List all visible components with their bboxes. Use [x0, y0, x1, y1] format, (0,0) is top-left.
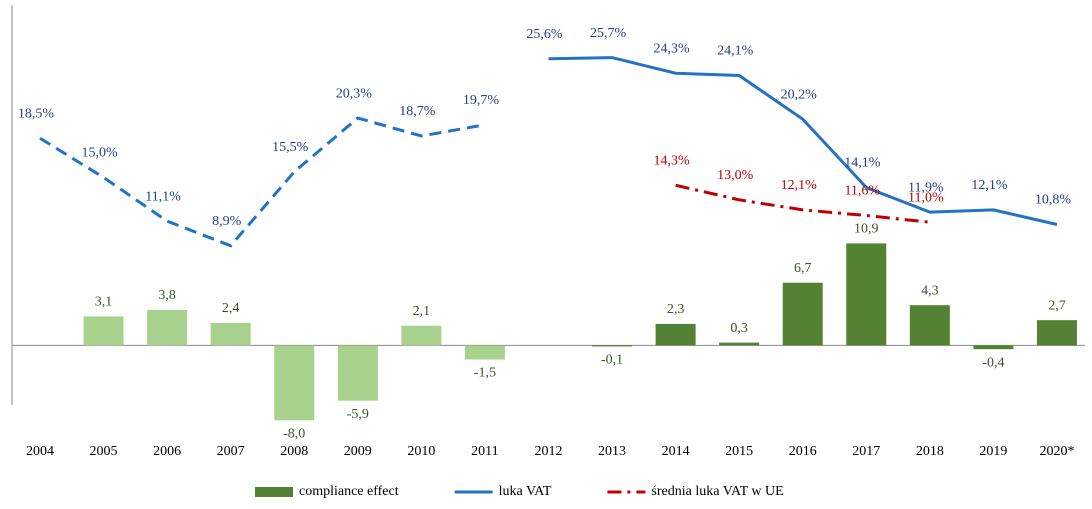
data-label: 11,6% [844, 184, 880, 199]
legend-label: luka VAT [499, 484, 552, 499]
bar [973, 345, 1014, 350]
data-label: 12,1% [971, 178, 1008, 193]
data-label: 15,0% [81, 146, 118, 161]
line [675, 183, 930, 224]
x-tick-label: 2010 [407, 444, 435, 459]
x-tick-label: 2018 [916, 444, 944, 459]
bar [210, 322, 251, 346]
data-label: -8,0 [283, 427, 305, 442]
line [39, 116, 486, 248]
x-tick-label: 2019 [979, 444, 1007, 459]
data-label: 18,7% [399, 104, 436, 119]
bar [719, 342, 760, 346]
bar [592, 345, 633, 347]
x-tick-label: 2012 [534, 444, 562, 459]
data-label: 2,7 [1048, 298, 1066, 313]
x-tick-label: 2008 [280, 444, 308, 459]
x-tick-label: 2007 [217, 444, 245, 459]
bar [1036, 320, 1077, 346]
bar [147, 309, 188, 346]
data-label: 0,3 [730, 321, 748, 336]
data-label: 14,1% [844, 156, 881, 171]
data-label: 10,9 [854, 222, 879, 237]
x-tick-label: 2006 [153, 444, 181, 459]
line [548, 56, 1058, 226]
x-tick-label: 2009 [344, 444, 372, 459]
x-tick-label: 2011 [471, 444, 498, 459]
data-label: 4,3 [921, 283, 939, 298]
data-label: 15,5% [272, 140, 309, 155]
data-label: 12,1% [781, 178, 818, 193]
data-label: -0,4 [982, 355, 1004, 370]
legend-swatch [255, 487, 293, 497]
bar [401, 325, 442, 346]
x-tick-label: 2017 [852, 444, 880, 459]
data-label: -0,1 [601, 353, 623, 368]
data-label: -5,9 [347, 407, 369, 422]
data-label: 2,1 [413, 304, 431, 319]
bar [909, 305, 950, 346]
x-tick-label: 2014 [662, 444, 690, 459]
data-label: 2,3 [667, 302, 685, 317]
data-label: 3,8 [158, 288, 176, 303]
x-tick-label: 2004 [26, 444, 54, 459]
x-tick-label: 2015 [725, 444, 753, 459]
data-label: 2,4 [222, 301, 240, 316]
x-tick-label: 2005 [90, 444, 118, 459]
data-label: 24,3% [654, 41, 691, 56]
bar [846, 243, 887, 346]
bar [655, 323, 696, 346]
data-label: 19,7% [463, 93, 500, 108]
data-label: -1,5 [474, 366, 496, 381]
data-label: 20,3% [336, 86, 373, 101]
data-label: 6,7 [794, 261, 812, 276]
data-label: 13,0% [717, 168, 754, 183]
bar [337, 345, 378, 401]
data-label: 14,3% [654, 153, 691, 168]
data-label: 11,0% [908, 190, 944, 205]
data-label: 8,9% [212, 214, 242, 229]
bar [782, 282, 823, 346]
x-tick-label: 2020* [1039, 444, 1074, 459]
data-label: 18,5% [18, 106, 55, 121]
data-label: 25,7% [590, 26, 627, 41]
data-label: 11,1% [145, 189, 181, 204]
x-tick-label: 2013 [598, 444, 626, 459]
data-label: 10,8% [1035, 193, 1072, 208]
bar [83, 316, 124, 346]
data-label: 11,9% [908, 180, 944, 195]
data-label: 24,1% [717, 44, 754, 59]
data-label: 25,6% [526, 27, 563, 42]
legend-label: średnia luka VAT w UE [651, 484, 783, 499]
x-tick-label: 2016 [789, 444, 817, 459]
data-label: 20,2% [781, 87, 818, 102]
bar [274, 345, 315, 421]
data-label: 3,1 [95, 295, 113, 310]
legend-label: compliance effect [299, 484, 399, 499]
bar [464, 345, 505, 360]
